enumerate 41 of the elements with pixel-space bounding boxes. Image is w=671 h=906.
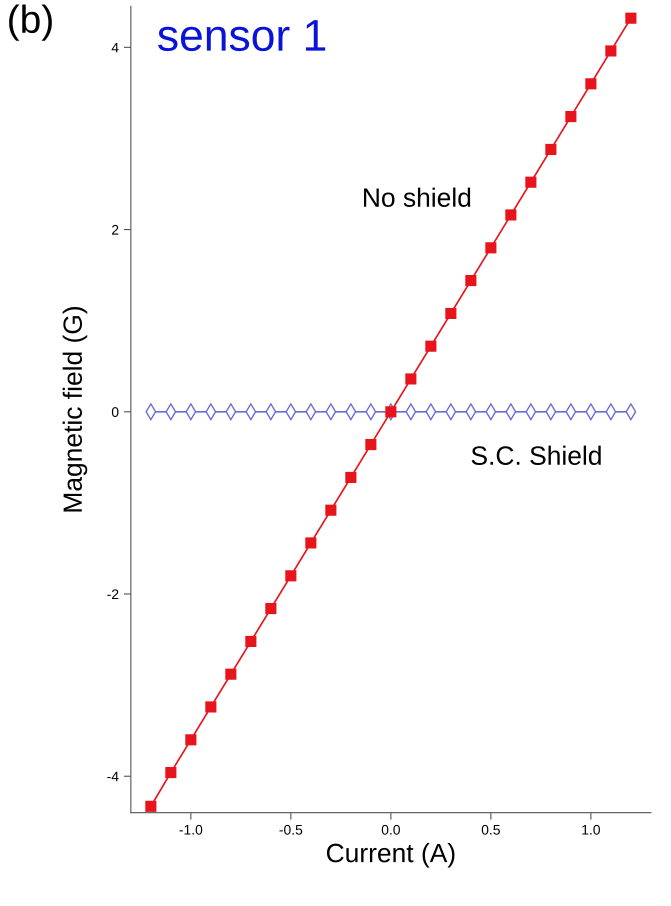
- x-tick-label: 0.0: [382, 824, 400, 835]
- point: [445, 308, 456, 319]
- series-label: S.C. Shield: [472, 446, 601, 465]
- point: [625, 12, 636, 24]
- x-tick-label: -0.5: [280, 824, 302, 835]
- x-tick-label: -1.0: [180, 824, 202, 835]
- point: [405, 373, 416, 385]
- point: [305, 537, 316, 549]
- point: [605, 45, 616, 57]
- point: [265, 603, 276, 614]
- text: (b): [9, 4, 52, 41]
- x-tick-label: 0.5: [482, 824, 500, 835]
- point: [165, 767, 176, 778]
- point: [225, 668, 236, 680]
- y-tick-label: 2: [112, 224, 118, 235]
- point: [325, 504, 336, 516]
- point: [285, 570, 296, 582]
- chart-title: sensor 1: [158, 20, 326, 52]
- point: [205, 701, 216, 713]
- point: [345, 472, 356, 483]
- series-label: No shield: [364, 188, 470, 207]
- point: [525, 176, 536, 188]
- point: [385, 406, 396, 418]
- point: [185, 734, 196, 746]
- point: [425, 340, 436, 352]
- point: [145, 800, 156, 812]
- point: [585, 78, 596, 90]
- y-tick-label: 0: [112, 407, 118, 417]
- point: [505, 209, 516, 221]
- y-tick-label: -4: [107, 772, 119, 782]
- y-axis-title: Magnetic field (G): [62, 307, 88, 512]
- point: [485, 242, 496, 254]
- point: [365, 439, 376, 450]
- point: [465, 275, 476, 286]
- y-tick-label: 4: [112, 42, 119, 52]
- x-axis-title: Current (A): [326, 842, 454, 868]
- point: [565, 111, 576, 122]
- x-tick-label: 1.0: [582, 824, 600, 835]
- point: [545, 144, 556, 155]
- point: [245, 636, 256, 647]
- y-tick-label: -2: [107, 589, 118, 600]
